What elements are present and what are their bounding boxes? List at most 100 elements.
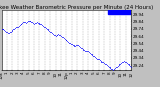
Point xyxy=(33,23,35,24)
Point xyxy=(34,22,36,24)
Point xyxy=(115,67,117,68)
Point xyxy=(8,32,11,33)
Point xyxy=(17,25,20,26)
Point xyxy=(91,54,94,56)
Point xyxy=(93,56,96,57)
Point xyxy=(36,22,39,24)
Point xyxy=(124,62,127,63)
Point xyxy=(73,46,76,47)
Point xyxy=(59,35,61,36)
Point xyxy=(9,31,12,32)
Point xyxy=(7,32,9,34)
Point xyxy=(58,34,60,35)
Point xyxy=(8,32,10,34)
Point xyxy=(42,25,44,26)
Point xyxy=(106,65,108,66)
Point xyxy=(104,63,106,64)
Point xyxy=(94,56,96,58)
Point xyxy=(20,23,23,24)
Point xyxy=(107,66,110,67)
Point xyxy=(80,48,83,49)
Point xyxy=(112,69,115,70)
Point xyxy=(54,35,57,37)
Point xyxy=(62,37,65,39)
Point xyxy=(41,24,43,26)
Point xyxy=(43,26,45,27)
Point xyxy=(102,62,105,63)
Point xyxy=(55,35,58,36)
Point xyxy=(100,61,103,62)
Point xyxy=(114,67,116,69)
Point xyxy=(117,65,120,66)
Point xyxy=(70,43,72,45)
Point xyxy=(40,24,43,25)
Point xyxy=(61,36,63,37)
Point xyxy=(6,32,8,33)
Point xyxy=(97,58,99,59)
Point xyxy=(51,32,53,34)
Point xyxy=(16,26,18,27)
Point xyxy=(108,67,111,68)
Point xyxy=(18,24,21,26)
Point xyxy=(67,41,69,43)
Point xyxy=(85,50,88,51)
Point xyxy=(101,62,104,63)
Point xyxy=(60,35,62,37)
Point xyxy=(65,40,68,41)
Point xyxy=(71,44,74,46)
Point xyxy=(3,29,6,31)
Point xyxy=(31,21,33,23)
Point xyxy=(44,27,46,28)
Point xyxy=(116,66,118,67)
Point xyxy=(46,29,49,30)
Point xyxy=(74,46,77,47)
Point xyxy=(129,65,132,67)
Point xyxy=(116,65,119,67)
Point xyxy=(22,21,24,23)
Point xyxy=(21,22,24,24)
Point xyxy=(79,46,81,48)
Point xyxy=(126,63,129,64)
Point xyxy=(26,21,28,23)
Point xyxy=(98,59,101,61)
Point xyxy=(118,64,121,65)
Point xyxy=(19,24,22,25)
Point xyxy=(96,58,98,59)
Point xyxy=(38,23,41,24)
Point xyxy=(120,62,123,64)
Point xyxy=(15,27,17,28)
Point xyxy=(13,28,16,29)
Point xyxy=(32,22,34,24)
Point xyxy=(0,29,3,30)
Point xyxy=(84,50,87,51)
Point xyxy=(53,35,56,36)
Point xyxy=(103,62,105,64)
Point xyxy=(26,21,29,22)
Point xyxy=(49,31,52,32)
Point xyxy=(72,45,75,46)
Point xyxy=(30,21,33,23)
Point xyxy=(78,46,80,47)
Point xyxy=(64,39,67,40)
Point xyxy=(63,38,66,40)
Point xyxy=(35,22,37,24)
Bar xyxy=(108,10,131,14)
Point xyxy=(71,43,73,45)
Point xyxy=(68,42,70,43)
Point xyxy=(52,34,55,35)
Point xyxy=(98,59,100,60)
Point xyxy=(16,26,19,27)
Point xyxy=(48,30,51,32)
Point xyxy=(109,67,112,69)
Point xyxy=(111,68,114,70)
Point xyxy=(56,34,59,35)
Point xyxy=(77,45,79,46)
Point xyxy=(123,60,125,62)
Point xyxy=(82,49,85,51)
Point xyxy=(1,29,4,30)
Point xyxy=(39,24,42,25)
Point xyxy=(23,21,25,23)
Point xyxy=(107,65,109,67)
Point xyxy=(75,45,78,46)
Point xyxy=(86,51,88,52)
